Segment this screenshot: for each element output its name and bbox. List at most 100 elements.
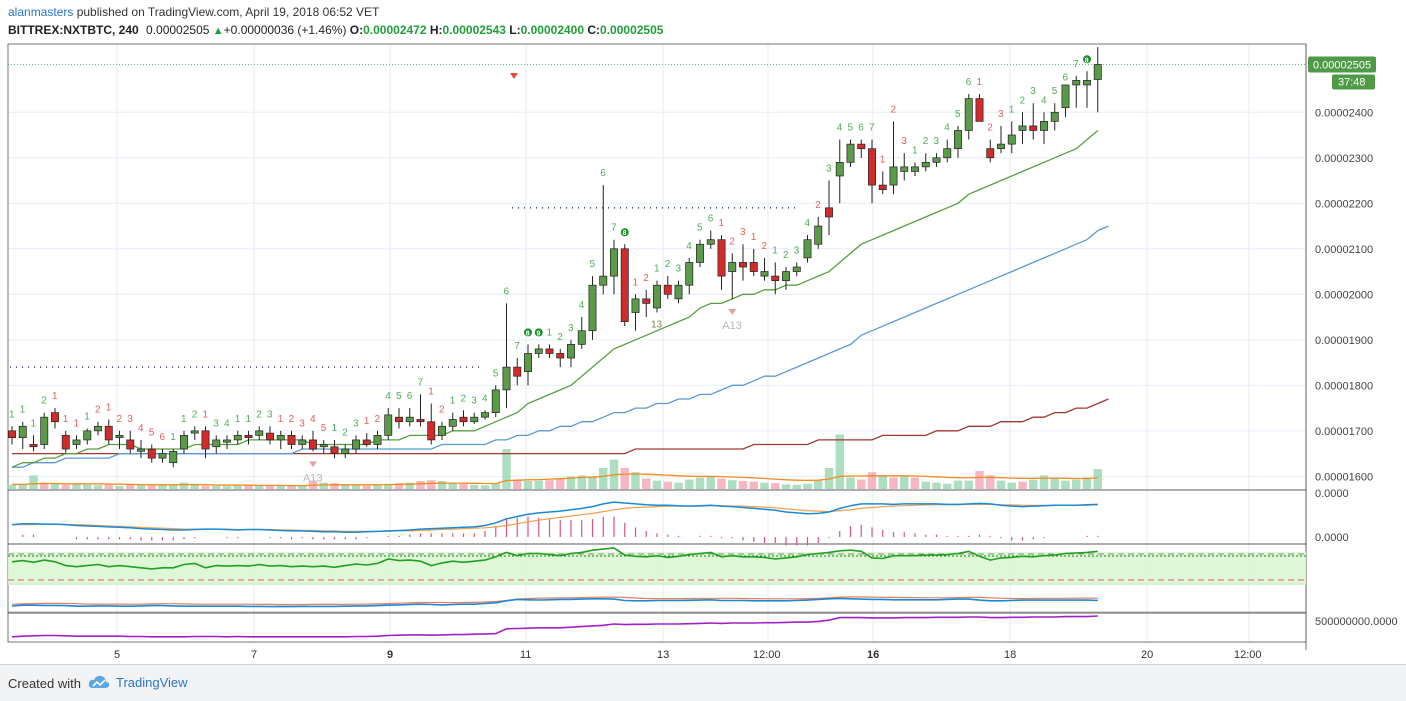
volume-bar — [760, 482, 769, 489]
volume-bar — [803, 483, 812, 489]
candle-body — [287, 435, 296, 445]
candle-body — [556, 353, 565, 359]
publish-line: alanmasters published on TradingView.com… — [8, 5, 379, 19]
price-tick-label: 0.00002100 — [1315, 244, 1373, 256]
volume-bar — [480, 485, 490, 489]
candle-body — [126, 439, 135, 450]
candle-body — [223, 439, 231, 443]
volume-bar — [631, 472, 640, 489]
setup-count-label: 4 — [482, 393, 488, 404]
setup-count-label: 2 — [557, 332, 563, 343]
setup-count-label: 1 — [912, 145, 918, 156]
setup-count-label: 5 — [493, 368, 499, 379]
candle-body — [814, 225, 823, 245]
candle-body — [362, 439, 371, 445]
setup-count-label: 3 — [471, 396, 477, 407]
setup-count-badge — [524, 328, 532, 337]
candle-body — [803, 239, 812, 259]
indicator-pane — [7, 612, 1307, 643]
setup-count-label: 4 — [686, 241, 692, 252]
setup-count-label: 1 — [235, 414, 241, 425]
volume-bar — [405, 482, 414, 489]
setup-count-label: 4 — [579, 300, 585, 311]
time-tick-label: 12:00 — [753, 649, 781, 661]
candle-body — [384, 414, 393, 436]
volume-bar — [29, 475, 38, 489]
setup-count-label: 1 — [654, 264, 660, 275]
volume-bar — [341, 484, 350, 489]
candle-body — [233, 435, 242, 441]
setup-count-label: 2 — [439, 405, 445, 416]
candle-body — [298, 439, 307, 445]
setup-count-label: 3 — [794, 245, 800, 256]
setup-count-label: 3 — [568, 323, 574, 334]
setup-count-label: 8 — [622, 230, 626, 237]
setup-count-label: 1 — [880, 154, 886, 165]
setup-count-label: 5 — [149, 427, 155, 438]
volume-bar — [889, 477, 898, 489]
volume-bar — [40, 482, 49, 489]
volume-bar — [233, 485, 242, 489]
setup-count-label: 1 — [278, 414, 284, 425]
tradingview-brand[interactable]: TradingView — [88, 674, 188, 690]
setup-count-label: 3 — [1030, 86, 1036, 97]
setup-count-label: 2 — [95, 405, 101, 416]
candle-body — [330, 446, 339, 454]
candle-body — [1050, 111, 1059, 122]
setup-count-label: 5 — [955, 109, 961, 120]
annotation-label: 13 — [651, 320, 663, 331]
setup-count-badge — [534, 328, 543, 337]
setup-count-label: 3 — [826, 164, 832, 175]
candle-body — [631, 298, 640, 313]
macd-line — [11, 501, 1098, 534]
volume-bar — [878, 475, 887, 489]
volume-bar — [298, 485, 307, 489]
setup-count-label: 7 — [869, 123, 875, 134]
volume-bar — [427, 480, 436, 489]
candle-body — [405, 416, 414, 423]
volume-bar — [72, 483, 81, 489]
candle-body — [201, 430, 210, 450]
volume-bar — [222, 486, 232, 489]
volume-bar — [792, 484, 801, 489]
setup-count-label: 3 — [213, 418, 219, 429]
volume-bar — [276, 485, 285, 489]
rsi-line — [11, 547, 1098, 570]
author-link[interactable]: alanmasters — [8, 5, 74, 19]
candle-body — [212, 439, 221, 448]
volume-bar — [943, 483, 952, 489]
setup-count-label: 6 — [1063, 73, 1069, 84]
time-tick-label: 7 — [251, 649, 257, 661]
last-price: 0.00002505 — [146, 23, 210, 37]
setup-count-label: 2 — [41, 396, 47, 407]
setup-count-label: 7 — [514, 341, 520, 352]
up-arrow-icon: ▲ — [212, 25, 224, 37]
candle-body — [642, 298, 651, 304]
candle-body — [8, 430, 16, 439]
setup-count-label: 2 — [762, 241, 768, 252]
volume-bar — [975, 471, 984, 489]
volume-bar — [588, 477, 597, 489]
chart-canvas[interactable]: 0.00002400 0.00002300 0.00002200 0.00002100… — [0, 0, 1406, 664]
setup-count-label: 2 — [289, 414, 295, 425]
low-label: L: — [509, 23, 521, 37]
candle-body — [663, 284, 672, 295]
volume-bar — [771, 483, 780, 489]
volume-bar — [265, 485, 275, 489]
setup-count-label: 1 — [246, 414, 252, 425]
setup-count-label: 7 — [418, 377, 424, 388]
volume-bar — [663, 481, 672, 489]
candle-body — [900, 166, 909, 172]
volume-bar — [685, 479, 694, 489]
setup-count-label: 1 — [106, 402, 112, 413]
candle-body — [244, 435, 253, 439]
volume-bar — [470, 484, 479, 489]
setup-count-label: 1 — [751, 232, 757, 243]
candle-body — [653, 284, 661, 309]
volume-bar — [1050, 477, 1059, 489]
setup-count-label: 9 — [536, 330, 540, 337]
candle-body — [276, 435, 285, 441]
setup-count-label: 1 — [428, 387, 434, 398]
candle-body — [169, 450, 178, 464]
volume-bar — [986, 475, 995, 489]
